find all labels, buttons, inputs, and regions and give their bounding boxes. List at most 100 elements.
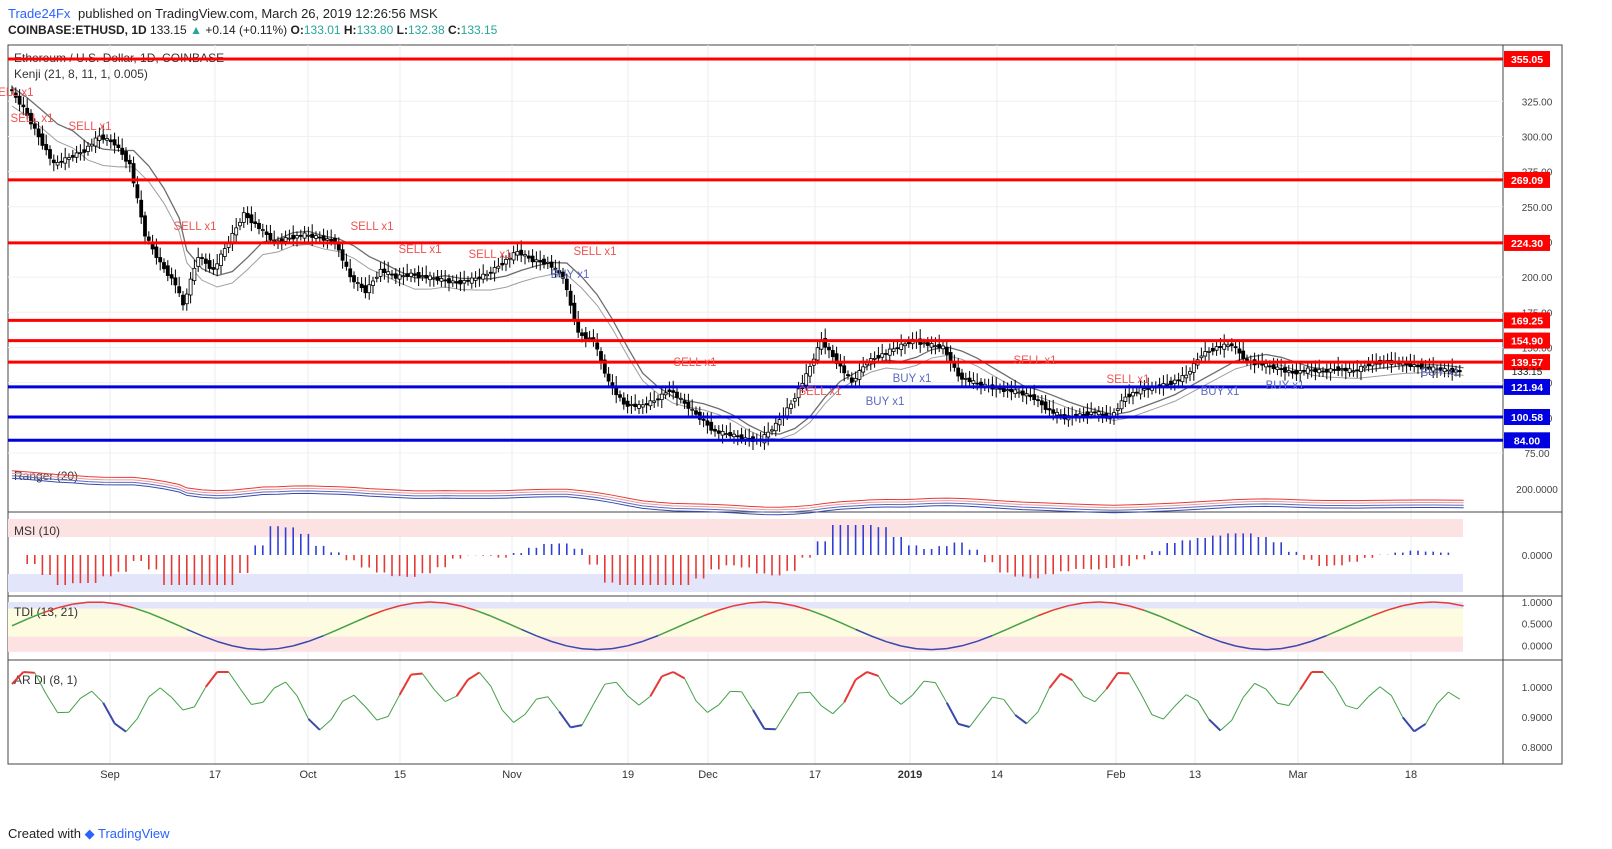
candle-body xyxy=(1324,368,1329,373)
ardi-line xyxy=(798,691,811,694)
ardi-line xyxy=(1390,695,1404,718)
candle-body xyxy=(1123,396,1128,402)
ardi-line xyxy=(672,671,686,680)
tdi-line xyxy=(338,621,355,630)
candle-body xyxy=(1214,346,1219,351)
msi-upper-zone xyxy=(8,519,1463,537)
candle-body xyxy=(200,257,204,259)
tdi-line xyxy=(1372,609,1388,617)
candle-body xyxy=(310,233,315,238)
tdi-line xyxy=(1448,602,1464,607)
candle-body xyxy=(716,430,721,434)
sell-signal-label: SELL x1 xyxy=(573,246,616,258)
tradingview-logo-icon[interactable]: ◆ xyxy=(84,826,95,841)
ardi-line xyxy=(479,672,492,687)
tdi-line xyxy=(414,601,431,604)
high-value: 133.80 xyxy=(356,23,394,37)
candle-body xyxy=(359,283,364,289)
candle-body xyxy=(606,373,611,382)
candle-body xyxy=(1294,369,1299,375)
candle-body xyxy=(602,359,607,374)
candle-body xyxy=(93,137,98,147)
ardi-line xyxy=(1448,691,1461,700)
candle-body xyxy=(59,160,64,163)
candle-body xyxy=(477,276,482,279)
x-tick-label: 15 xyxy=(394,769,406,781)
ardi-line xyxy=(285,681,298,697)
ardi-line xyxy=(398,674,412,696)
candle-body xyxy=(291,234,296,240)
candle-body xyxy=(409,272,413,277)
price-change: +0.14 (+0.11%) xyxy=(205,23,288,37)
candle-body xyxy=(1404,363,1409,366)
sell-signal-label: SELL x1 xyxy=(468,249,511,261)
publisher-name[interactable]: Trade24Fx xyxy=(8,6,71,21)
candle-body xyxy=(32,123,37,129)
candle-body xyxy=(1131,392,1135,397)
candle-body xyxy=(792,398,797,402)
resistance-level-label: 169.25 xyxy=(1511,315,1543,327)
candle-body xyxy=(89,143,94,147)
ardi-line xyxy=(228,671,241,689)
candle-body xyxy=(13,92,18,98)
ardi-line xyxy=(866,671,879,677)
ardi-line xyxy=(1163,705,1176,720)
candle-body xyxy=(925,342,930,346)
candle-body xyxy=(1115,408,1120,411)
candle-body xyxy=(671,390,676,393)
candle-body xyxy=(1184,374,1189,379)
chart-canvas[interactable]: Sep 17 Oct 15 Nov 19 Dec 17 2019 14 Feb 13 Mar 18 325.… xyxy=(0,40,1612,824)
resistance-level-tag xyxy=(1504,50,1550,67)
candle-body xyxy=(545,261,550,264)
candle-body xyxy=(344,261,349,267)
candle-body xyxy=(1302,369,1306,372)
candle-body xyxy=(1362,365,1367,369)
candle-body xyxy=(272,240,277,242)
candle-body xyxy=(1176,379,1181,382)
candle-body xyxy=(1043,401,1048,410)
candle-body xyxy=(1226,344,1230,347)
candle-body xyxy=(1279,368,1284,371)
candle-body xyxy=(386,271,391,275)
ardi-line xyxy=(912,680,925,696)
tdi-line xyxy=(520,628,537,637)
ardi-line xyxy=(957,722,970,728)
tdi-line xyxy=(733,602,750,607)
candle-body xyxy=(929,343,934,348)
x-tick-label: Dec xyxy=(698,769,718,781)
ardi-line xyxy=(877,675,891,696)
candle-body xyxy=(1321,370,1325,373)
candle-body xyxy=(1172,379,1177,385)
tdi-line xyxy=(901,645,917,650)
candle-body xyxy=(1438,367,1443,372)
ardi-line xyxy=(1425,703,1438,725)
candle-body xyxy=(796,388,801,399)
candle-body xyxy=(382,268,387,274)
msi-tick: 0.0000 xyxy=(1522,551,1553,562)
candle-body xyxy=(82,149,87,153)
candle-body xyxy=(694,410,698,415)
ardi-line xyxy=(136,696,150,719)
candle-body xyxy=(238,221,242,227)
candle-body xyxy=(1191,363,1196,373)
candle-body xyxy=(629,403,634,406)
candle-body xyxy=(162,262,166,270)
tdi-line xyxy=(368,609,385,617)
ardi-line xyxy=(1242,683,1255,698)
candle-body xyxy=(762,434,767,444)
candle-body xyxy=(644,403,649,406)
ardi-line xyxy=(775,710,788,730)
candle-body xyxy=(1237,348,1242,354)
candle-body xyxy=(196,257,201,267)
ardi-line xyxy=(455,679,469,697)
ardi-line xyxy=(1003,699,1016,716)
tdi-line xyxy=(855,628,872,637)
tdi-line xyxy=(657,628,674,637)
candle-body xyxy=(1446,369,1451,372)
tradingview-brand[interactable]: TradingView xyxy=(98,826,170,841)
candle-body xyxy=(538,260,543,263)
candle-body xyxy=(1298,370,1303,374)
ardi-line xyxy=(513,713,526,723)
ardi-line xyxy=(1299,671,1313,690)
tdi-tick: 1.0000 xyxy=(1522,598,1553,609)
